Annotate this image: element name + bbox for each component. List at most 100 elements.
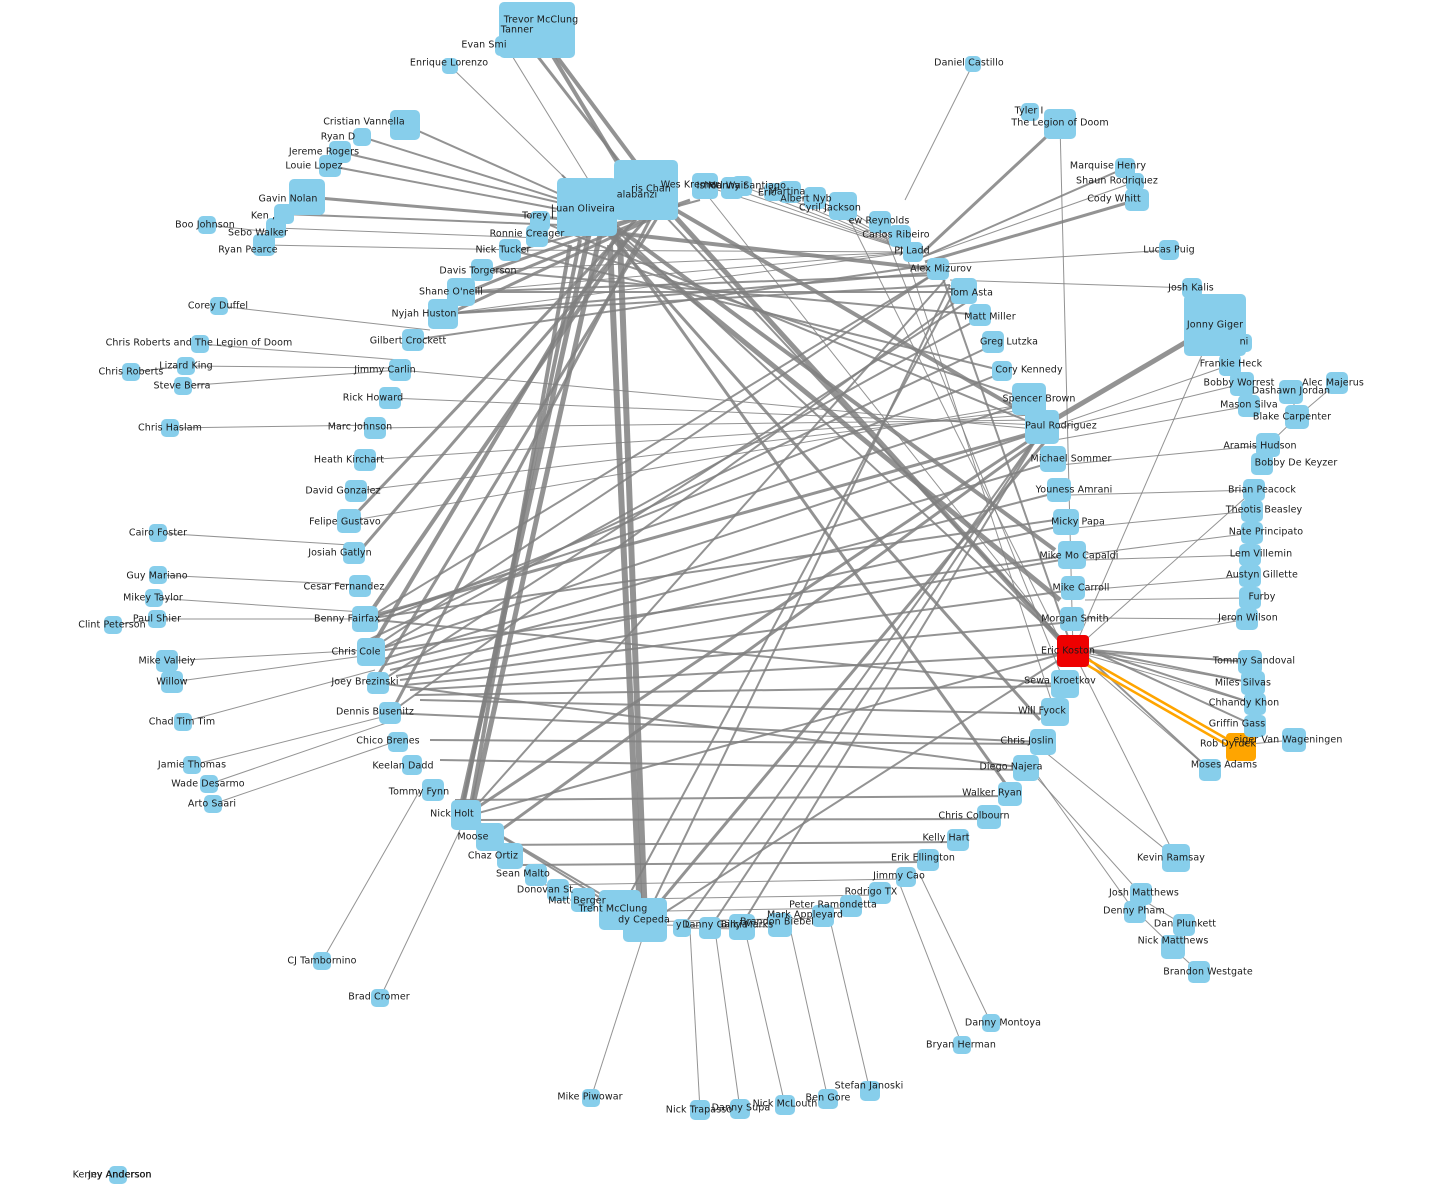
graph-node[interactable] bbox=[1161, 935, 1185, 959]
graph-node[interactable] bbox=[1057, 635, 1089, 667]
graph-node[interactable] bbox=[390, 110, 420, 140]
graph-node[interactable] bbox=[319, 155, 341, 177]
graph-node[interactable] bbox=[977, 805, 1001, 829]
graph-node[interactable] bbox=[903, 242, 923, 262]
graph-node[interactable] bbox=[951, 278, 977, 304]
graph-node[interactable] bbox=[1243, 479, 1265, 501]
graph-node[interactable] bbox=[183, 756, 201, 774]
graph-node[interactable] bbox=[982, 331, 1004, 353]
graph-node[interactable] bbox=[156, 650, 178, 672]
graph-node[interactable] bbox=[582, 1089, 600, 1107]
graph-node[interactable] bbox=[1188, 961, 1210, 983]
graph-node[interactable] bbox=[1239, 544, 1261, 566]
graph-node[interactable] bbox=[1044, 109, 1076, 139]
graph-node[interactable] bbox=[1184, 294, 1246, 356]
graph-node[interactable] bbox=[1219, 354, 1241, 376]
graph-node[interactable] bbox=[471, 259, 493, 281]
graph-node[interactable] bbox=[1058, 541, 1086, 569]
graph-node[interactable] bbox=[1182, 278, 1202, 298]
graph-node[interactable] bbox=[998, 782, 1022, 806]
graph-node[interactable] bbox=[599, 890, 641, 930]
graph-node[interactable] bbox=[149, 566, 167, 584]
graph-node[interactable] bbox=[371, 989, 389, 1007]
graph-node[interactable] bbox=[1251, 453, 1273, 475]
graph-node[interactable] bbox=[476, 823, 504, 851]
graph-node[interactable] bbox=[812, 905, 834, 927]
graph-node[interactable] bbox=[1239, 565, 1261, 587]
graph-node[interactable] bbox=[1030, 729, 1056, 755]
graph-node[interactable] bbox=[1159, 240, 1179, 260]
graph-node[interactable] bbox=[148, 610, 166, 628]
graph-node[interactable] bbox=[1025, 410, 1059, 444]
graph-node[interactable] bbox=[1047, 478, 1071, 502]
graph-node[interactable] bbox=[1173, 914, 1195, 936]
graph-node[interactable] bbox=[1124, 901, 1146, 923]
graph-node[interactable] bbox=[779, 181, 801, 203]
graph-node[interactable] bbox=[673, 919, 691, 937]
graph-node[interactable] bbox=[379, 387, 401, 409]
graph-node[interactable] bbox=[145, 589, 163, 607]
graph-node[interactable] bbox=[1051, 670, 1079, 698]
graph-node[interactable] bbox=[389, 359, 411, 381]
graph-node[interactable] bbox=[732, 176, 752, 196]
graph-node[interactable] bbox=[557, 178, 617, 236]
graph-node[interactable] bbox=[1230, 372, 1254, 396]
graph-node[interactable] bbox=[174, 713, 192, 731]
graph-node[interactable] bbox=[200, 775, 218, 793]
graph-node[interactable] bbox=[442, 58, 458, 74]
graph-node[interactable] bbox=[526, 225, 548, 247]
graph-node[interactable] bbox=[775, 1095, 795, 1115]
graph-node[interactable] bbox=[630, 166, 674, 206]
graph-node[interactable] bbox=[1256, 433, 1280, 457]
graph-node[interactable] bbox=[1326, 372, 1348, 394]
graph-node[interactable] bbox=[402, 755, 422, 775]
graph-node[interactable] bbox=[349, 575, 371, 597]
graph-node[interactable] bbox=[1040, 446, 1066, 472]
graph-node[interactable] bbox=[1285, 405, 1309, 429]
graph-node[interactable] bbox=[161, 419, 179, 437]
graph-node[interactable] bbox=[109, 1166, 127, 1184]
graph-node[interactable] bbox=[354, 449, 376, 471]
graph-node[interactable] bbox=[104, 616, 122, 634]
graph-node[interactable] bbox=[198, 216, 216, 234]
graph-node[interactable] bbox=[764, 183, 782, 201]
graph-node[interactable] bbox=[927, 258, 949, 280]
graph-node[interactable] bbox=[253, 234, 275, 256]
graph-node[interactable] bbox=[729, 914, 755, 940]
graph-node[interactable] bbox=[804, 187, 826, 209]
graph-node[interactable] bbox=[730, 1099, 750, 1119]
graph-node[interactable] bbox=[992, 361, 1012, 381]
graph-node[interactable] bbox=[343, 542, 365, 564]
graph-node[interactable] bbox=[896, 867, 916, 887]
graph-node[interactable] bbox=[1021, 103, 1039, 121]
graph-node[interactable] bbox=[889, 225, 911, 247]
graph-node[interactable] bbox=[869, 882, 891, 904]
graph-node[interactable] bbox=[402, 329, 424, 351]
graph-node[interactable] bbox=[352, 606, 378, 632]
graph-node[interactable] bbox=[768, 913, 792, 937]
graph-node[interactable] bbox=[210, 297, 228, 315]
graph-node[interactable] bbox=[357, 638, 385, 666]
graph-node[interactable] bbox=[525, 864, 547, 886]
graph-node[interactable] bbox=[122, 363, 140, 381]
graph-node[interactable] bbox=[840, 895, 862, 917]
graph-node[interactable] bbox=[353, 128, 371, 146]
graph-node[interactable] bbox=[379, 702, 401, 724]
graph-node[interactable] bbox=[860, 1081, 880, 1101]
graph-node[interactable] bbox=[965, 56, 981, 72]
graph-node[interactable] bbox=[345, 480, 367, 502]
graph-node[interactable] bbox=[364, 417, 386, 439]
graph-node[interactable] bbox=[1126, 173, 1144, 191]
graph-node[interactable] bbox=[571, 888, 595, 912]
graph-node[interactable] bbox=[289, 179, 325, 215]
graph-node[interactable] bbox=[969, 304, 991, 326]
graph-node[interactable] bbox=[174, 377, 192, 395]
graph-node[interactable] bbox=[428, 299, 458, 329]
graph-node[interactable] bbox=[161, 671, 183, 693]
graph-node[interactable] bbox=[1241, 671, 1265, 695]
graph-node[interactable] bbox=[388, 732, 408, 752]
graph-node[interactable] bbox=[367, 672, 389, 694]
graph-node[interactable] bbox=[1244, 693, 1266, 715]
graph-node[interactable] bbox=[1060, 607, 1084, 631]
